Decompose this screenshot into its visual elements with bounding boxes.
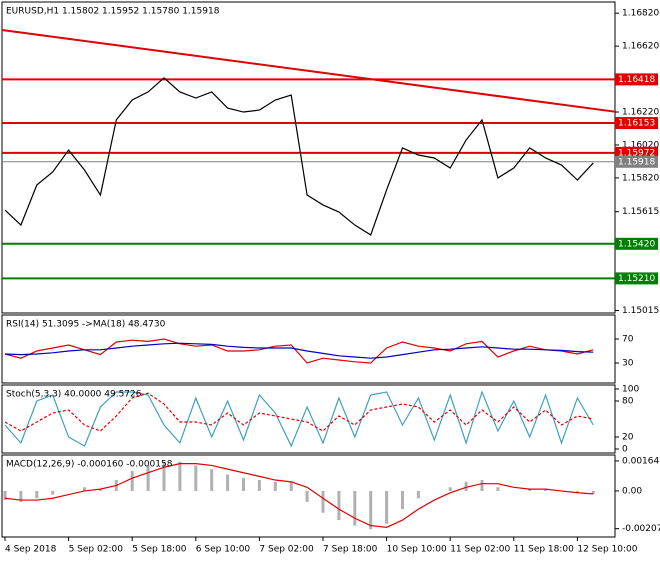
level-label: 1.15972	[618, 148, 655, 158]
x-tick-label: 11 Sep 02:00	[450, 545, 510, 555]
panel	[1, 1, 616, 314]
histogram-bar	[480, 480, 484, 491]
y-tick-label: 1.16820	[622, 9, 659, 19]
level-label-box	[615, 272, 658, 285]
panel-title: RSI(14) 51.3095 ->MA(18) 48.4730	[6, 320, 166, 330]
histogram-bar	[353, 490, 357, 526]
histogram-bar	[98, 489, 102, 491]
y-tick-label: 1.16620	[622, 42, 659, 52]
histogram-bar	[194, 465, 198, 491]
y-tick-label: 0	[622, 445, 628, 455]
histogram-bar	[273, 481, 277, 491]
series-line	[4, 342, 594, 359]
level-label: 1.16153	[618, 119, 655, 129]
histogram-bar	[464, 481, 468, 491]
histogram-bar	[178, 461, 182, 491]
histogram-bar	[401, 490, 404, 510]
level-label: 1.15420	[618, 239, 655, 249]
histogram-bar	[51, 490, 55, 495]
level-label: 1.15918	[618, 157, 655, 167]
histogram-bar	[544, 489, 548, 491]
y-tick-label: -0.002072	[622, 524, 660, 534]
level-label-box	[615, 117, 658, 130]
y-tick-label: 30	[622, 359, 634, 369]
histogram-bar	[210, 469, 214, 491]
panel-title: MACD(12,26,9) -0.000160 -0.000158	[6, 460, 173, 470]
histogram-bar	[385, 490, 389, 524]
panel-title: EURUSD,H1 1.15802 1.15952 1.15780 1.1591…	[6, 7, 220, 17]
y-tick-label: 20	[622, 433, 634, 443]
x-tick-label: 7 Sep 18:00	[323, 545, 378, 555]
histogram-bar	[305, 490, 309, 502]
histogram-bar	[416, 490, 420, 499]
histogram-bar	[591, 490, 595, 494]
y-tick-label: 100	[622, 385, 639, 395]
x-tick-label: 7 Sep 02:00	[259, 545, 314, 555]
histogram-bar	[130, 470, 134, 491]
x-tick-label: 6 Sep 10:00	[196, 545, 251, 555]
histogram-bar	[321, 490, 325, 513]
histogram-bar	[162, 461, 166, 491]
level-label-box	[615, 73, 658, 86]
y-tick-label: 1.15015	[622, 306, 659, 316]
histogram-bar	[35, 490, 39, 499]
histogram-bar	[146, 465, 150, 491]
y-tick-label: 1.15615	[622, 207, 659, 217]
level-label: 1.15210	[618, 274, 655, 284]
y-tick-label: 1.16020	[622, 140, 659, 150]
histogram-bar	[575, 490, 579, 493]
histogram-bar	[337, 490, 341, 521]
level-label: 1.16418	[618, 75, 655, 85]
x-tick-label: 10 Sep 10:00	[387, 545, 447, 555]
histogram-bar	[496, 487, 500, 491]
x-tick-label: 12 Sep 10:00	[577, 545, 637, 555]
trend-line	[1, 28, 616, 113]
histogram-bar	[289, 481, 293, 491]
y-tick-label: 0.00	[622, 486, 642, 496]
panel	[1, 384, 616, 454]
y-tick-label: 70	[622, 335, 634, 345]
histogram-bar	[19, 490, 23, 502]
histogram-bar	[257, 480, 261, 491]
histogram-bar	[242, 478, 245, 491]
x-tick-label: 5 Sep 02:00	[69, 545, 124, 555]
y-tick-label: 80	[622, 397, 634, 407]
histogram-bar	[226, 474, 230, 491]
histogram-bar	[369, 490, 373, 530]
level-label-box	[615, 237, 658, 250]
y-tick-label: 1.16220	[622, 108, 659, 118]
histogram-bar	[3, 490, 7, 501]
histogram-bar	[448, 487, 452, 491]
x-tick-label: 5 Sep 18:00	[132, 545, 187, 555]
x-tick-label: 4 Sep 2018	[5, 545, 57, 555]
series-line	[4, 463, 594, 528]
x-tick-label: 11 Sep 18:00	[514, 545, 574, 555]
y-tick-label: 1.15820	[622, 173, 659, 183]
histogram-bar	[83, 487, 86, 491]
panel-title: Stoch(5,3,3) 40.0000 49.5726	[6, 390, 142, 400]
series-line	[4, 77, 594, 236]
histogram-bar	[528, 489, 532, 491]
series-line	[4, 390, 594, 448]
level-label-box	[615, 155, 658, 168]
series-line	[4, 338, 594, 364]
y-tick-label: 0.001648	[622, 456, 660, 466]
series-line	[4, 392, 594, 432]
